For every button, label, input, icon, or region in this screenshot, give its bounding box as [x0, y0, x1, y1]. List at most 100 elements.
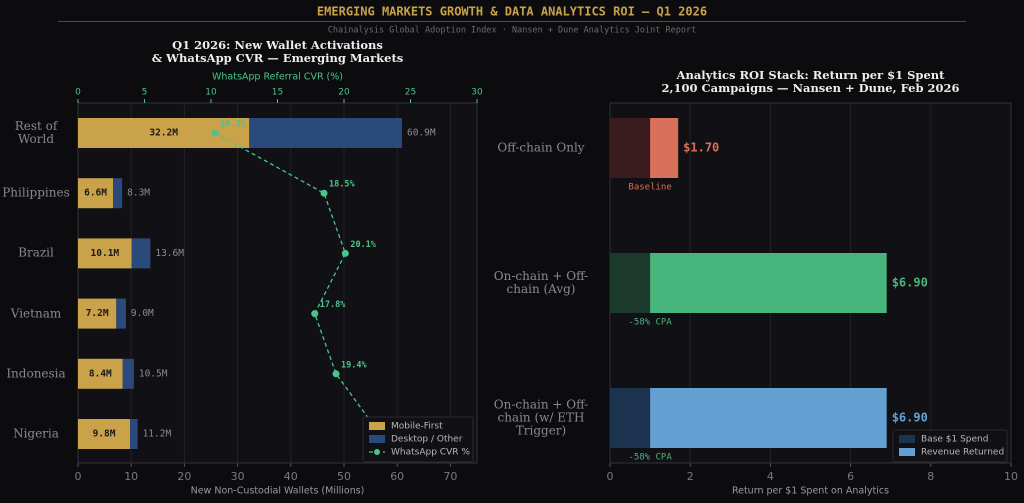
- bar-segment: [78, 358, 123, 389]
- chart-title: 2,100 Campaigns — Nansen + Dune, Feb 202…: [661, 81, 959, 95]
- bar-value-label: 9.8M: [93, 429, 116, 440]
- bar-value-label: 8.4M: [89, 368, 112, 379]
- y-tick-label: Indonesia: [6, 366, 66, 381]
- x-tick-label: 0: [607, 470, 614, 483]
- cvr-point: [332, 370, 340, 378]
- cvr-label: 10.3%: [220, 120, 246, 130]
- cvr-label: 19.4%: [341, 360, 367, 370]
- x2-tick-label: 20: [338, 88, 350, 98]
- x2-tick-label: 15: [272, 88, 283, 98]
- x2-tick-label: 30: [471, 88, 483, 98]
- x-tick-label: 40: [284, 470, 298, 483]
- y-tick-label: Off-chain Only: [497, 140, 585, 155]
- total-label: $1.70: [683, 141, 719, 155]
- bar-value-label: 10.1M: [91, 248, 120, 259]
- x-tick-label: 0: [75, 470, 82, 483]
- x-tick-label: 60: [390, 470, 404, 483]
- x-tick-label: 2: [687, 470, 694, 483]
- bar-segment: [130, 419, 138, 449]
- plot-area: [78, 103, 477, 463]
- bar-segment: [249, 118, 402, 148]
- x-tick-label: 4: [767, 470, 774, 483]
- bar-segment: [650, 118, 679, 178]
- total-label: $6.90: [892, 276, 928, 290]
- cvr-line: [214, 132, 381, 435]
- bar-segment: [78, 238, 132, 269]
- chart-title: Q1 2026: New Wallet Activations: [172, 38, 383, 52]
- bar-segment: [610, 118, 651, 178]
- chart-title: Analytics ROI Stack: Return per $1 Spent: [676, 68, 946, 82]
- x2-tick-label: 10: [205, 88, 217, 98]
- y-tick-label: Rest of World: [14, 119, 58, 146]
- x2-axis-label: WhatsApp Referral CVR (%): [212, 72, 343, 83]
- legend-label: Mobile-First: [391, 422, 443, 432]
- legend-swatch: [374, 449, 380, 455]
- total-label: $6.90: [892, 411, 928, 425]
- legend-label: Base $1 Spend: [921, 435, 988, 445]
- legend-swatch: [899, 435, 915, 443]
- bar-value-label: 6.6M: [84, 188, 107, 199]
- bar-segment: [116, 298, 126, 329]
- x-tick-label: 8: [927, 470, 934, 483]
- total-label: 13.6M: [155, 248, 184, 259]
- bar-segment: [113, 178, 123, 209]
- bar-segment: [650, 253, 887, 313]
- bar-segment: [122, 358, 134, 389]
- legend-swatch: [369, 435, 385, 443]
- cvr-point: [341, 249, 349, 257]
- legend-label: Revenue Returned: [921, 448, 1004, 458]
- x-axis-label: Return per $1 Spent on Analytics: [732, 486, 889, 497]
- x2-tick-label: 25: [405, 88, 416, 98]
- legend-swatch: [899, 448, 915, 456]
- bar-note: -58% CPA: [628, 453, 672, 463]
- x-tick-label: 70: [443, 470, 457, 483]
- cvr-point: [320, 189, 328, 197]
- bar-note: Baseline: [628, 183, 671, 193]
- x-tick-label: 10: [1004, 470, 1018, 483]
- bar-value-label: 7.2M: [86, 308, 109, 319]
- chart-title: & WhatsApp CVR — Emerging Markets: [152, 51, 403, 65]
- x-tick-label: 20: [177, 470, 191, 483]
- total-label: 11.2M: [143, 429, 172, 440]
- x-tick-label: 30: [231, 470, 245, 483]
- y-tick-label: On-chain + Off-chain (Avg): [493, 269, 589, 296]
- legend-label: WhatsApp CVR %: [391, 448, 470, 458]
- total-label: 10.5M: [139, 368, 168, 379]
- cvr-label: 20.1%: [350, 240, 376, 250]
- y-tick-label: Brazil: [18, 245, 54, 260]
- bar-segment: [78, 118, 250, 148]
- x2-tick-label: 5: [142, 88, 148, 98]
- bar-segment: [650, 388, 887, 448]
- x-tick-label: 6: [847, 470, 854, 483]
- total-label: 9.0M: [131, 308, 154, 319]
- cvr-point: [211, 129, 219, 137]
- total-label: 8.3M: [127, 188, 150, 199]
- bar-segment: [78, 178, 114, 209]
- legend-box: [362, 416, 474, 463]
- bar-segment: [78, 298, 117, 329]
- y-tick-label: On-chain + Off-chain (w/ ETH Trigger): [493, 397, 589, 438]
- y-tick-label: Nigeria: [13, 426, 59, 441]
- cvr-label: 18.5%: [329, 180, 355, 190]
- y-tick-label: Vietnam: [10, 306, 62, 321]
- bar-segment: [78, 419, 131, 449]
- total-label: 60.9M: [407, 128, 436, 139]
- x-tick-label: 10: [124, 470, 138, 483]
- bar-segment: [131, 238, 151, 269]
- bar-note: -58% CPA: [628, 318, 672, 328]
- legend-label: Desktop / Other: [391, 435, 463, 445]
- cvr-label: 17.8%: [320, 300, 346, 310]
- bar-segment: [610, 388, 651, 448]
- cvr-point: [311, 310, 319, 318]
- legend-swatch: [369, 422, 385, 430]
- legend-box: [892, 429, 1008, 463]
- bar-segment: [610, 253, 651, 313]
- x-axis-label: New Non-Custodial Wallets (Millions): [191, 486, 365, 497]
- x2-tick-label: 0: [75, 88, 81, 98]
- bar-value-label: 32.2M: [149, 128, 178, 139]
- x-tick-label: 50: [337, 470, 351, 483]
- page-subtitle: Chainalysis Global Adoption Index · Nans…: [328, 26, 696, 36]
- y-tick-label: Philippines: [2, 185, 70, 200]
